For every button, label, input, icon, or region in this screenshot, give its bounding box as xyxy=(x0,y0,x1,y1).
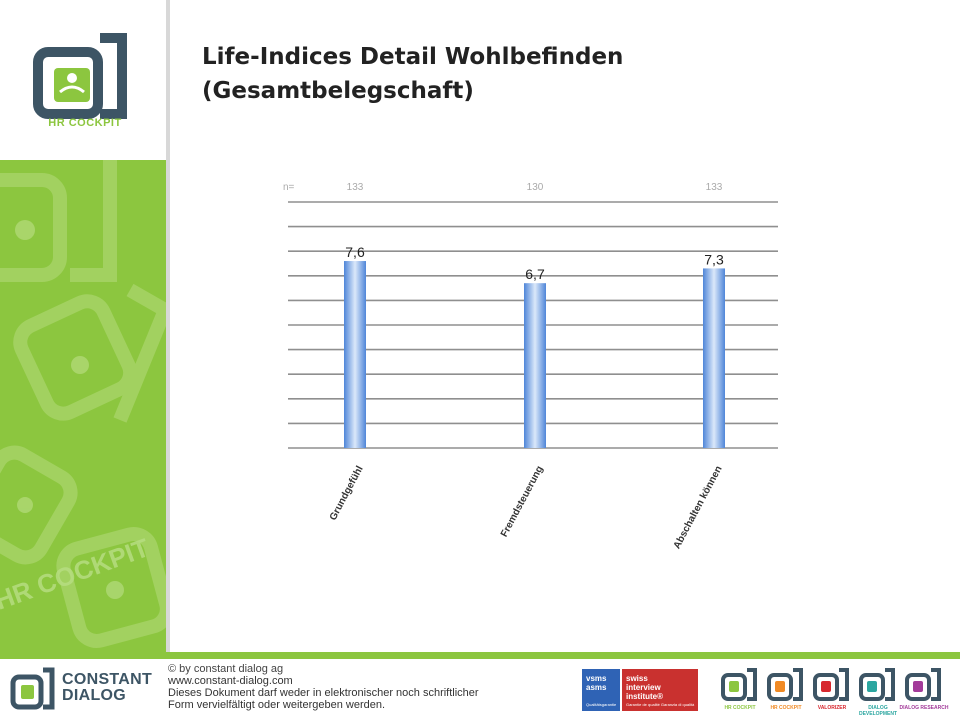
bar xyxy=(703,268,725,448)
category-label: Abschalten können xyxy=(672,464,725,551)
brand-line-2: DIALOG xyxy=(62,687,127,704)
page-title: Life-Indices Detail Wohlbefinden (Gesamt… xyxy=(202,40,822,108)
swiss-interview-badge: swiss interview institute® Garantie de q… xyxy=(622,669,698,711)
vsms-text: vsms xyxy=(586,674,607,683)
copyright-notice: © by constant dialog ag www.constant-dia… xyxy=(168,663,479,711)
data-label: 7,3 xyxy=(704,251,724,267)
watermark-pattern: HR COCKPIT xyxy=(0,160,170,648)
constant-dialog-logo xyxy=(10,667,55,710)
website-link[interactable]: www.constant-dialog.com xyxy=(168,675,293,687)
copyright-line-3: Dieses Dokument darf weder in elektronis… xyxy=(168,687,479,699)
product-logo: HR COCKPIT xyxy=(766,667,806,719)
category-label: Grundgefühl xyxy=(328,464,366,522)
product-icon xyxy=(905,668,941,701)
product-label: HR COCKPIT xyxy=(770,705,802,711)
interview-institute-text: interview institute® xyxy=(626,683,664,701)
product-logo: HR COCKPIT xyxy=(720,667,760,719)
n-values: 133 130 133 xyxy=(347,182,723,193)
data-label: 6,7 xyxy=(525,266,545,282)
bar xyxy=(524,283,546,448)
title-line-1: Life-Indices Detail Wohlbefinden xyxy=(202,44,624,70)
product-label: DIALOG DEVELOPMENT xyxy=(858,705,898,717)
product-icon xyxy=(859,668,895,701)
vsms-sub: Qualitätsgarantie xyxy=(586,702,617,707)
product-label: HR COCKPIT xyxy=(724,705,756,711)
vsms-badge: vsms asms Qualitätsgarantie xyxy=(582,669,620,711)
product-icon xyxy=(721,668,757,701)
n-label: n= xyxy=(283,182,295,193)
product-logo: VALORIZER xyxy=(812,667,852,719)
asms-text: asms xyxy=(586,683,607,692)
n-value: 133 xyxy=(347,182,364,193)
bar-chart: n= 133 130 133 7,6 6,7 7,3 Grundgefühl Fremds… xyxy=(283,182,778,551)
swiss-text: swiss xyxy=(626,674,648,683)
bars xyxy=(344,261,725,448)
sidebar-watermark-panel: HR COCKPIT xyxy=(0,160,170,652)
product-icon xyxy=(767,668,803,701)
product-label: VALORIZER xyxy=(817,705,847,711)
n-value: 133 xyxy=(706,182,723,193)
footer-accent-bar xyxy=(0,652,960,659)
sidebar: HR COCKPIT HR COCKPIT xyxy=(0,0,170,652)
sidebar-divider xyxy=(166,0,170,652)
n-value: 130 xyxy=(527,182,544,193)
value-labels: 7,6 6,7 7,3 xyxy=(345,244,724,282)
brand-line-1: CONSTANT xyxy=(62,671,153,688)
category-labels: Grundgefühl Fremdsteuerung Abschalten könn… xyxy=(328,464,725,551)
copyright-line-4: Form vervielfältigt oder weitergeben wer… xyxy=(168,699,386,711)
bar xyxy=(344,261,366,448)
product-logo: DIALOG RESEARCH xyxy=(900,667,948,719)
footer: CONSTANT DIALOG © by constant dialog ag … xyxy=(0,659,960,720)
data-label: 7,6 xyxy=(345,244,365,260)
category-label: Fremdsteuerung xyxy=(499,464,546,539)
footer-brand: CONSTANT DIALOG xyxy=(62,672,152,704)
product-icon xyxy=(813,668,849,701)
copyright-line-1: © by constant dialog ag xyxy=(168,663,284,675)
title-line-2: (Gesamtbelegschaft) xyxy=(202,78,474,104)
logo-text: HR COCKPIT xyxy=(48,117,122,129)
product-logo: DIALOG DEVELOPMENT xyxy=(858,667,898,719)
hr-cockpit-logo xyxy=(33,33,127,119)
product-label: DIALOG RESEARCH xyxy=(899,705,949,711)
sii-sub: Garantie de qualité Garanzia di qualità xyxy=(626,702,695,707)
